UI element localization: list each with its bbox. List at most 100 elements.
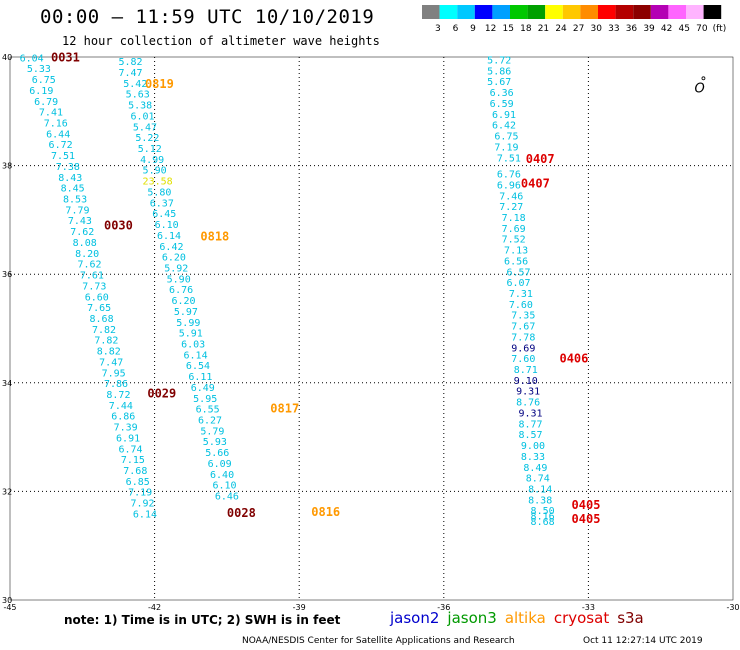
wave-height-value: 8.68 [90, 314, 114, 325]
wave-height-value: 7.39 [114, 423, 138, 434]
wave-height-value: 7.82 [94, 336, 118, 347]
wave-height-value: 7.47 [118, 68, 142, 79]
wave-height-value: 7.27 [499, 202, 523, 213]
wave-height-value: 6.19 [29, 86, 53, 97]
y-tick-label: 36 [2, 270, 12, 279]
pass-time-label: 0030 [104, 219, 133, 233]
wave-height-value: 6.59 [490, 99, 514, 110]
legend-label: (ft) [713, 24, 727, 34]
wave-height-value: 6.37 [150, 198, 174, 209]
legend-label: 27 [573, 24, 584, 34]
wave-height-value: 5.47 [133, 122, 157, 133]
legend-label: 70 [696, 24, 708, 34]
wave-height-value: 7.38 [56, 162, 80, 173]
wave-height-value: 6.54 [186, 361, 210, 372]
wave-height-value: 5.99 [176, 318, 200, 329]
wave-height-value: 5.86 [487, 66, 511, 77]
legend-swatch [562, 5, 581, 19]
wave-height-value: 6.14 [133, 509, 157, 520]
wave-height-value: 7.65 [87, 303, 111, 314]
wave-height-value: 6.20 [171, 296, 195, 307]
wave-height-value: 5.91 [179, 329, 203, 340]
wave-height-value: 5.66 [205, 448, 229, 459]
wave-height-value: 6.42 [159, 242, 183, 253]
wave-height-value: 7.51 [51, 151, 75, 162]
wave-height-value: 6.79 [34, 97, 58, 108]
wave-height-value: 6.07 [506, 278, 530, 289]
wave-height-value: 6.10 [212, 481, 236, 492]
satellite-s3a: s3a [617, 609, 644, 627]
pass-time-label: 0818 [200, 230, 229, 244]
wave-height-value: 5.92 [164, 263, 188, 274]
legend-swatch [457, 5, 475, 19]
legend-swatch [510, 5, 528, 19]
page-title: 00:00 – 11:59 UTC 10/10/2019 [40, 6, 375, 28]
wave-height-value: 6.36 [490, 88, 514, 99]
wave-height-value: 8.38 [528, 495, 552, 506]
wave-height-value: 5.79 [200, 426, 224, 437]
wave-height-value: 5.33 [27, 64, 51, 75]
wave-height-value: 6.45 [152, 209, 176, 220]
pass-time-label: 0405 [572, 498, 601, 512]
wave-height-value: 6.57 [506, 267, 530, 278]
wave-height-value: 6.09 [208, 459, 232, 470]
legend-swatch [439, 5, 458, 19]
wave-height-value: 8.77 [519, 419, 543, 430]
wave-height-value: 8.16 [531, 512, 555, 523]
wave-height-value: 8.76 [516, 398, 540, 409]
pass-time-label: 0406 [559, 352, 588, 366]
x-tick-label: -39 [293, 603, 306, 612]
legend-swatch [545, 5, 563, 19]
legend-swatch [580, 5, 598, 19]
pass-time-label: 0405 [572, 512, 601, 526]
x-tick-label: -33 [582, 603, 595, 612]
legend-swatch [650, 5, 669, 19]
wave-height-value: 6.49 [191, 383, 215, 394]
wave-height-value: 6.74 [118, 444, 142, 455]
y-tick-label: 30 [2, 596, 12, 605]
wave-height-value: 6.04 [20, 53, 44, 64]
wave-height-value: 7.61 [80, 271, 104, 282]
wave-height-value: 7.16 [44, 119, 68, 130]
legend-label: 33 [608, 24, 619, 34]
credit-line: NOAA/NESDIS Center for Satellite Applica… [242, 636, 515, 646]
x-tick-label: -30 [726, 603, 739, 612]
wave-height-value: 5.38 [128, 101, 152, 112]
wave-height-value: 7.68 [123, 466, 147, 477]
legend-swatch [422, 5, 440, 19]
altimeter-tracks: 6.045.336.756.196.797.417.166.446.727.51… [20, 53, 555, 528]
legend-swatch [492, 5, 510, 19]
wave-height-value: 6.55 [196, 405, 220, 416]
wave-height-value: 7.47 [99, 357, 123, 368]
wave-height-value: 7.60 [509, 300, 533, 311]
legend-swatch [474, 5, 493, 19]
legend-swatch [615, 5, 634, 19]
wave-height-value: 5.80 [147, 187, 171, 198]
wave-height-value: 7.19 [494, 142, 518, 153]
wave-height-value: 6.44 [46, 129, 70, 140]
wave-height-value: 7.44 [109, 401, 133, 412]
wave-height-value: 6.96 [497, 180, 521, 191]
wave-height-value: 7.60 [511, 354, 535, 365]
wave-height-value: 8.14 [528, 484, 552, 495]
wave-height-value: 7.15 [121, 455, 145, 466]
y-tick-label: 34 [2, 379, 12, 388]
y-tick-label: 32 [2, 487, 12, 496]
wave-height-value: 7.95 [102, 368, 126, 379]
legend-label: 9 [470, 24, 476, 34]
map-grid [9, 56, 734, 601]
y-tick-label: 38 [2, 162, 12, 171]
pass-time-label: 0817 [270, 402, 299, 416]
wave-height-value: 7.92 [131, 499, 155, 510]
legend-label: 39 [643, 24, 655, 34]
wave-height-value: 23.58 [143, 177, 173, 188]
wave-height-value: 9.00 [521, 441, 545, 452]
wave-height-value: 6.46 [215, 492, 239, 503]
wave-height-value: 9.31 [519, 408, 543, 419]
wave-height-value: 6.27 [198, 416, 222, 427]
pass-time-label: 0029 [147, 386, 176, 400]
x-tick-label: -36 [437, 603, 450, 612]
track-east: 5.725.865.676.366.596.916.426.757.197.51… [487, 56, 554, 529]
wave-height-value: 9.69 [511, 343, 535, 354]
wave-height-value: 7.52 [502, 235, 526, 246]
